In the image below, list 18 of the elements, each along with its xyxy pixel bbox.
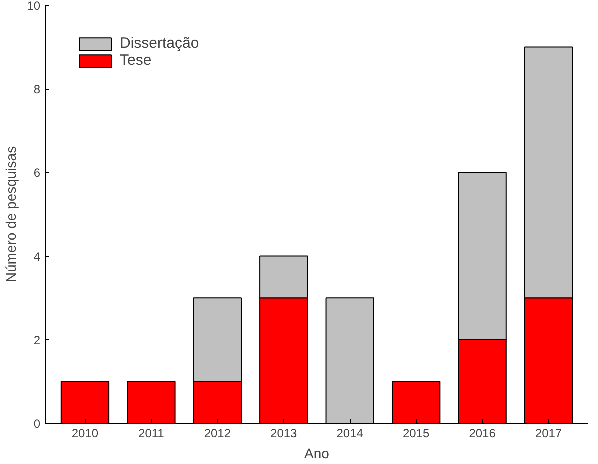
x-tick-label: 2014 [336,426,364,440]
legend-label: Dissertação [120,35,200,52]
y-axis-title: Número de pesquisas [3,146,20,283]
x-tick-label: 2011 [138,426,165,440]
y-tick-label: 8 [34,82,41,97]
x-tick-label: 2013 [270,426,298,440]
x-tick-label: 2016 [469,426,496,440]
legend-label: Tese [120,52,152,69]
y-tick-label: 4 [34,250,41,264]
y-tick-label: 2 [34,333,41,348]
y-tick-label: 10 [27,0,41,13]
x-tick-label: 2010 [72,426,99,440]
y-tick-label: 6 [34,166,41,180]
x-axis-title: Ano [304,446,330,462]
x-tick-label: 2017 [535,426,562,440]
y-tick-label: 0 [34,417,41,431]
x-tick-label: 2012 [204,426,232,440]
x-tick-label: 2015 [402,426,430,440]
